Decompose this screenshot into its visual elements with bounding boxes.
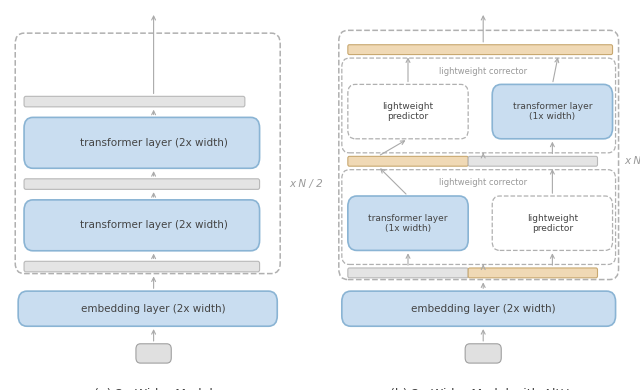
FancyBboxPatch shape <box>136 344 172 363</box>
FancyBboxPatch shape <box>24 117 260 168</box>
Text: (b) 2x Wider Model with AltUp: (b) 2x Wider Model with AltUp <box>390 388 577 390</box>
Text: transformer layer (2x width): transformer layer (2x width) <box>79 220 228 230</box>
FancyBboxPatch shape <box>348 45 612 55</box>
Text: lightweight
predictor: lightweight predictor <box>383 102 433 121</box>
Text: x N / 2: x N / 2 <box>289 179 323 189</box>
FancyBboxPatch shape <box>468 268 598 278</box>
Text: lightweight
predictor: lightweight predictor <box>527 213 578 233</box>
Text: (a) 2x Wider Model: (a) 2x Wider Model <box>94 388 213 390</box>
FancyBboxPatch shape <box>492 84 612 139</box>
Text: embedding layer (2x width): embedding layer (2x width) <box>411 304 556 314</box>
FancyBboxPatch shape <box>348 196 468 250</box>
Text: transformer layer
(1x width): transformer layer (1x width) <box>368 213 448 233</box>
Text: x N / 2: x N / 2 <box>625 156 640 166</box>
FancyBboxPatch shape <box>24 96 245 107</box>
FancyBboxPatch shape <box>24 200 260 251</box>
FancyBboxPatch shape <box>24 261 260 272</box>
FancyBboxPatch shape <box>465 344 501 363</box>
Text: transformer layer (2x width): transformer layer (2x width) <box>79 138 228 148</box>
FancyBboxPatch shape <box>342 291 616 326</box>
FancyBboxPatch shape <box>24 179 260 189</box>
FancyBboxPatch shape <box>468 156 598 166</box>
Text: lightweight corrector: lightweight corrector <box>439 67 527 76</box>
Text: embedding layer (2x width): embedding layer (2x width) <box>81 304 226 314</box>
FancyBboxPatch shape <box>348 156 468 166</box>
FancyBboxPatch shape <box>348 268 468 278</box>
FancyBboxPatch shape <box>18 291 277 326</box>
Text: transformer layer
(1x width): transformer layer (1x width) <box>513 102 592 121</box>
Text: lightweight corrector: lightweight corrector <box>439 179 527 188</box>
